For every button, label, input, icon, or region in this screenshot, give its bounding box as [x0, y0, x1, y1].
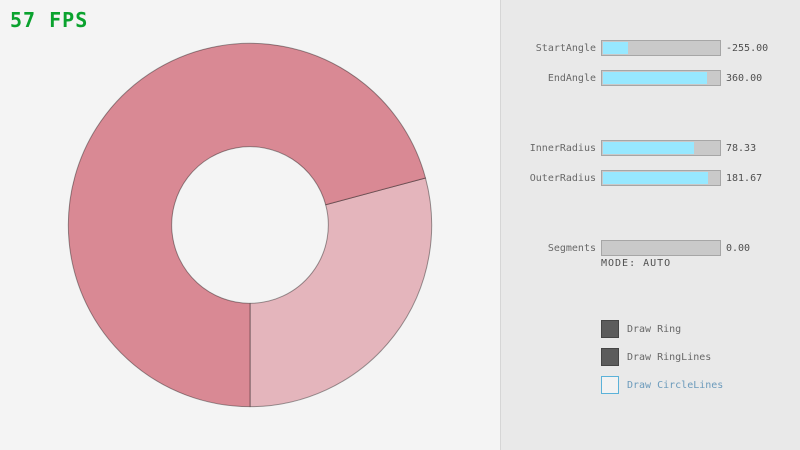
ring-shape	[67, 42, 433, 408]
start-angle-value: -255.00	[726, 42, 769, 54]
draw-circlelines-checkbox[interactable]	[601, 376, 619, 394]
segments-mode-text: MODE: AUTO	[601, 258, 672, 269]
draw-ring-label: Draw Ring	[627, 323, 682, 335]
inner-radius-label: InnerRadius	[529, 142, 596, 154]
end-angle-label: EndAngle	[547, 72, 596, 84]
segments-label: Segments	[547, 242, 596, 254]
draw-ringlines-row: Draw RingLines	[601, 348, 711, 366]
slider-fill-bar	[603, 42, 629, 54]
segments-slider[interactable]	[601, 240, 721, 256]
draw-ringlines-label: Draw RingLines	[627, 351, 712, 363]
slider-fill-bar	[603, 72, 708, 84]
start-angle-slider[interactable]	[601, 40, 721, 56]
ring-sector	[67, 42, 427, 408]
fps-counter: 57 FPS	[10, 8, 89, 32]
slider-fill-bar	[603, 142, 694, 154]
draw-ring-checkbox[interactable]	[601, 320, 619, 338]
ring-sector	[249, 177, 433, 408]
end-angle-row: EndAngle 360.00	[501, 70, 800, 86]
draw-ringlines-checkbox[interactable]	[601, 348, 619, 366]
end-angle-value: 360.00	[726, 72, 763, 84]
start-angle-label: StartAngle	[535, 42, 596, 54]
segments-row: Segments 0.00	[501, 240, 800, 256]
control-panel: StartAngle -255.00 EndAngle 360.00 Inner…	[500, 0, 800, 450]
outer-radius-value: 181.67	[726, 172, 763, 184]
inner-radius-value: 78.33	[726, 142, 757, 154]
outer-radius-label: OuterRadius	[529, 172, 596, 184]
draw-ring-row: Draw Ring	[601, 320, 681, 338]
outer-radius-row: OuterRadius 181.67	[501, 170, 800, 186]
start-angle-row: StartAngle -255.00	[501, 40, 800, 56]
end-angle-slider[interactable]	[601, 70, 721, 86]
draw-circlelines-row: Draw CircleLines	[601, 376, 723, 394]
outer-radius-slider[interactable]	[601, 170, 721, 186]
draw-circlelines-label: Draw CircleLines	[627, 379, 724, 391]
segments-value: 0.00	[726, 242, 751, 254]
inner-radius-row: InnerRadius 78.33	[501, 140, 800, 156]
inner-radius-slider[interactable]	[601, 140, 721, 156]
slider-fill-bar	[603, 172, 709, 184]
